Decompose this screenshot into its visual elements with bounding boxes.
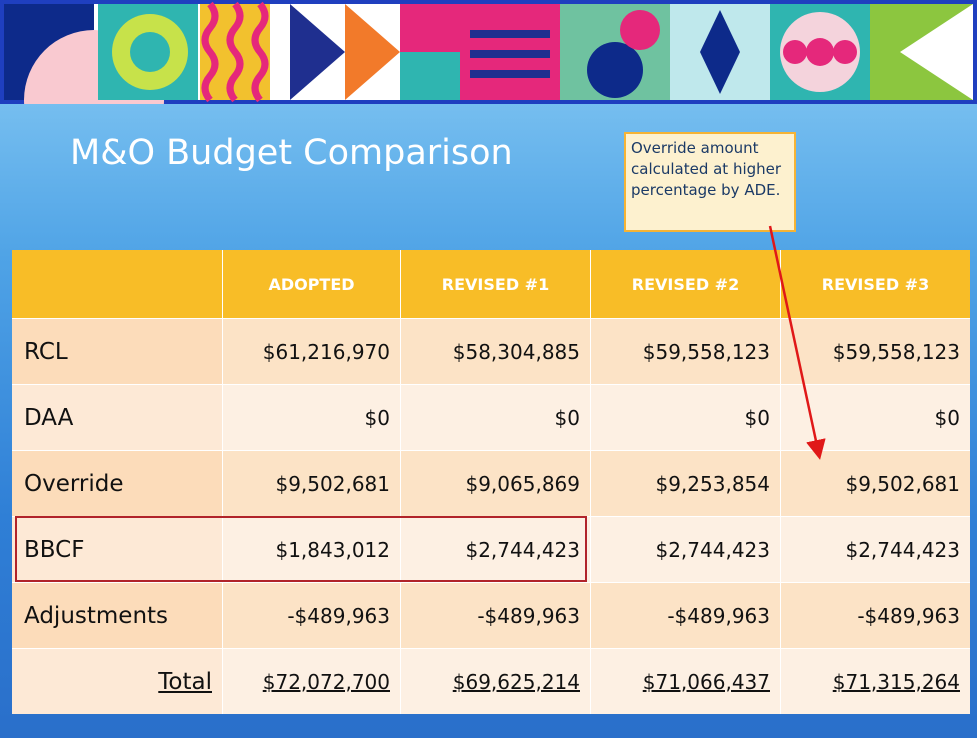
row-label: DAA xyxy=(12,384,222,450)
row-label: Total xyxy=(12,648,222,714)
value-cell: $9,253,854 xyxy=(590,450,780,516)
header-cell xyxy=(12,250,222,318)
value-cell: $9,502,681 xyxy=(222,450,400,516)
value-cell: $0 xyxy=(590,384,780,450)
value-cell: $2,744,423 xyxy=(590,516,780,582)
value-cell: -$489,963 xyxy=(590,582,780,648)
value-cell: $0 xyxy=(400,384,590,450)
value-cell: $9,502,681 xyxy=(780,450,970,516)
value-cell: $71,315,264 xyxy=(780,648,970,714)
value-cell: $61,216,970 xyxy=(222,318,400,384)
value-cell: -$489,963 xyxy=(222,582,400,648)
value-cell: $69,625,214 xyxy=(400,648,590,714)
value-cell: $59,558,123 xyxy=(780,318,970,384)
value-cell: $0 xyxy=(780,384,970,450)
row-label: Override xyxy=(12,450,222,516)
value-cell: $9,065,869 xyxy=(400,450,590,516)
highlight-box xyxy=(15,516,587,582)
value-cell: $72,072,700 xyxy=(222,648,400,714)
value-cell: $2,744,423 xyxy=(780,516,970,582)
value-cell: -$489,963 xyxy=(780,582,970,648)
value-cell: $1,843,012 xyxy=(222,516,400,582)
column-header: REVISED #1 xyxy=(400,250,590,318)
value-cell: -$489,963 xyxy=(400,582,590,648)
callout-note: Override amount calculated at higher per… xyxy=(624,132,796,232)
value-cell: $0 xyxy=(222,384,400,450)
column-header: REVISED #3 xyxy=(780,250,970,318)
row-label: Adjustments xyxy=(12,582,222,648)
column-header: REVISED #2 xyxy=(590,250,780,318)
value-cell: $59,558,123 xyxy=(590,318,780,384)
decorative-banner xyxy=(0,0,977,104)
value-cell: $71,066,437 xyxy=(590,648,780,714)
row-label: RCL xyxy=(12,318,222,384)
slide-title: M&O Budget Comparison xyxy=(70,133,513,173)
column-header: ADOPTED xyxy=(222,250,400,318)
value-cell: $58,304,885 xyxy=(400,318,590,384)
value-cell: $2,744,423 xyxy=(400,516,590,582)
